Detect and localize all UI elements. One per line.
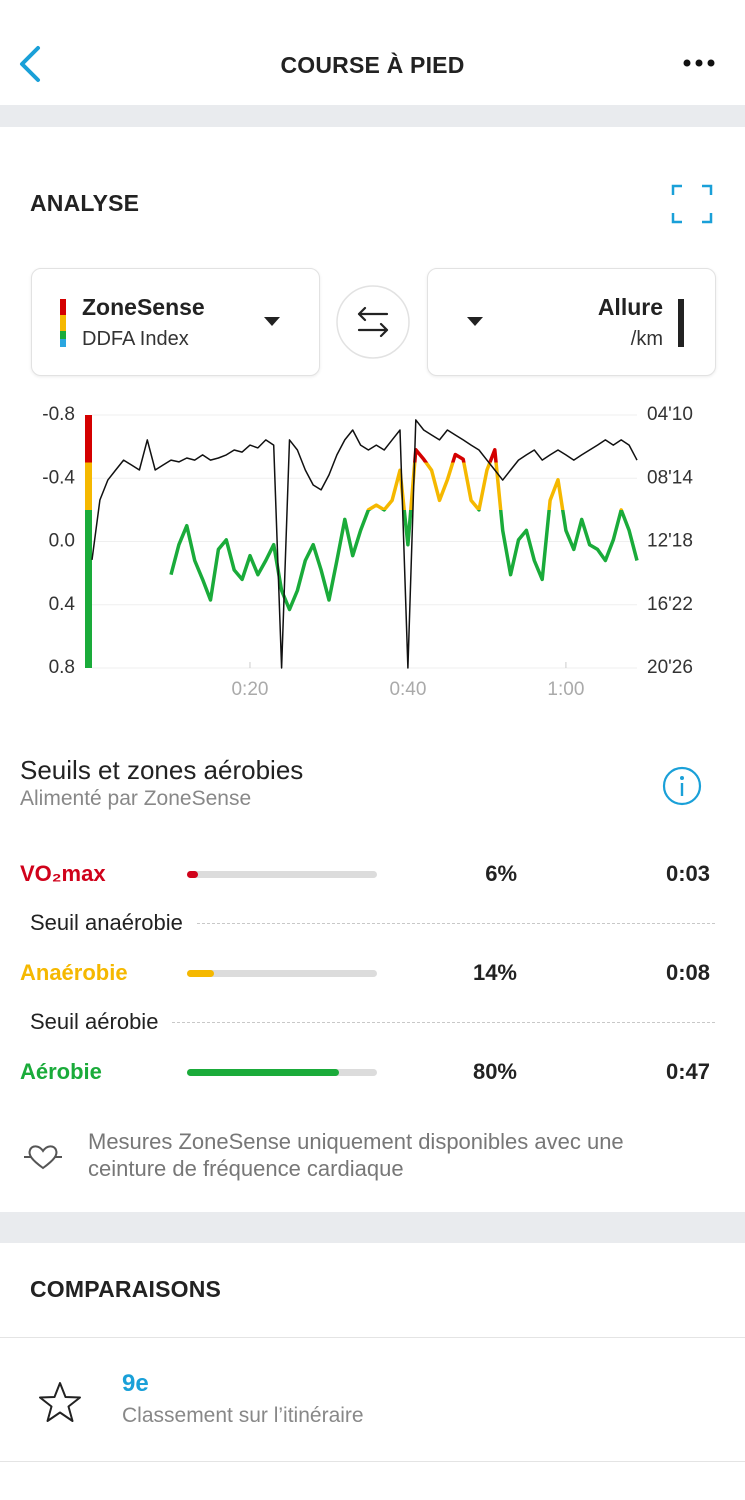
zone-bar-track [187, 1068, 377, 1076]
zone-row: Anaérobie 14% 0:08 [20, 953, 710, 993]
note: Mesures ZoneSense uniquement disponibles… [88, 1129, 624, 1181]
threshold-line [196, 922, 715, 924]
rank-label: Classement sur l’itinéraire [122, 1404, 364, 1427]
y-tick-label: 0.0 [49, 531, 75, 552]
divider [0, 1461, 745, 1462]
selector-sub: DDFA Index [82, 328, 189, 350]
more-menu[interactable] [682, 56, 718, 70]
y2-tick-label: 08'14 [647, 467, 693, 488]
selector-sub: /km [630, 328, 663, 350]
zone-bar-track [187, 969, 377, 977]
zone-time: 0:47 [665, 1059, 710, 1084]
x-tick-label: 1:00 [547, 679, 584, 700]
zone-name: VO₂max [20, 861, 106, 886]
y-tick-label: 0.4 [49, 594, 76, 615]
pace-line [91, 419, 638, 669]
zone-name: Anaérobie [20, 960, 128, 985]
threshold-line [172, 1021, 715, 1023]
zone-row: VO₂max 6% 0:03 [20, 854, 710, 894]
x-tick-label: 0:20 [231, 679, 268, 700]
zone-name: Aérobie [20, 1059, 102, 1084]
zone-bar [187, 969, 214, 977]
zone-row: Aérobie 80% 0:47 [20, 1052, 710, 1092]
series-color-key [678, 299, 684, 347]
star-icon [39, 1382, 81, 1422]
zone-percent: 14% [472, 960, 517, 985]
header-title: COURSE À PIED [280, 52, 465, 78]
swap-button[interactable] [335, 284, 411, 360]
threshold-name: Seuil anaérobie [30, 910, 183, 935]
x-tick-label: 0:40 [389, 679, 426, 700]
heart-strap-icon [24, 1145, 62, 1170]
fullscreen-button[interactable] [670, 183, 714, 225]
index-line [169, 448, 639, 612]
left-selector[interactable]: ZoneSense DDFA Index [31, 268, 320, 376]
right-selector[interactable]: Allure /km [427, 268, 716, 376]
dropdown-arrow [264, 317, 280, 326]
chart: -0.8 -0.4 0.0 0.4 0.8 04'10 08'14 12'18 16'22 20'… [42, 404, 693, 700]
dropdown-arrow [467, 317, 483, 326]
selector-name: Allure [597, 294, 663, 320]
zone-scale [85, 415, 92, 668]
zone-color-key [60, 299, 66, 347]
section-title: COMPARAISONS [30, 1276, 222, 1302]
threshold-row: Seuil anaérobie [30, 903, 715, 943]
zones-title: Seuils et zones aérobies [20, 755, 304, 785]
zone-bar-track [187, 870, 377, 878]
threshold-row: Seuil aérobie [30, 1002, 715, 1042]
y2-tick-label: 16'22 [647, 594, 693, 615]
y-tick-label: 0.8 [49, 657, 75, 678]
separator [0, 1212, 745, 1243]
zone-bar [187, 870, 199, 878]
separator [0, 105, 745, 127]
zone-bar [187, 1068, 339, 1076]
y2-tick-label: 12'18 [647, 531, 693, 552]
y-tick-label: -0.8 [42, 404, 75, 425]
y-tick-label: -0.4 [42, 467, 75, 488]
threshold-name: Seuil aérobie [30, 1009, 159, 1034]
info-button[interactable] [661, 765, 703, 807]
zone-time: 0:08 [665, 960, 710, 985]
zone-time: 0:03 [665, 861, 710, 886]
back-button[interactable] [14, 44, 44, 84]
zones-subtitle: Alimenté par ZoneSense [20, 787, 252, 810]
zone-percent: 80% [472, 1059, 517, 1084]
selector-name: ZoneSense [82, 294, 205, 320]
y2-tick-label: 04'10 [647, 404, 693, 425]
section-title: ANALYSE [30, 190, 140, 216]
y2-tick-label: 20'26 [647, 657, 693, 678]
zone-percent: 6% [485, 861, 517, 886]
rank-value[interactable]: 9e [122, 1370, 149, 1397]
divider [0, 1337, 745, 1338]
